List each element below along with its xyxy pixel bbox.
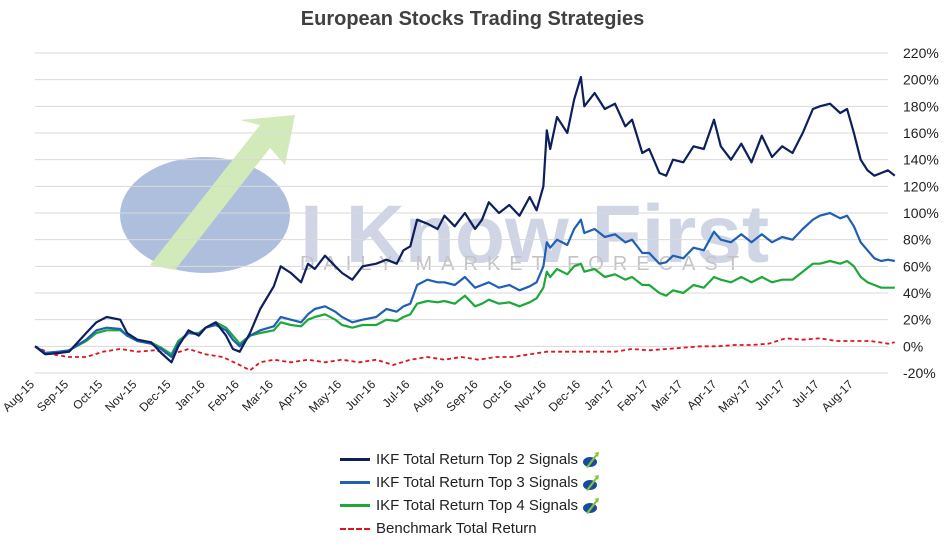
legend-item: Benchmark Total Return: [340, 517, 600, 540]
ikf-logo-icon: [583, 497, 600, 514]
x-tick-label: Dec-15: [136, 377, 173, 414]
legend-label: IKF Total Return Top 2 Signals: [376, 451, 579, 468]
x-tick-label: Jul-17: [789, 377, 822, 410]
x-tick-label: Nov-15: [102, 377, 139, 414]
y-tick-label: 180%: [903, 98, 939, 114]
y-tick-label: 20%: [903, 312, 931, 328]
x-tick-label: Jan-16: [172, 377, 208, 413]
y-tick-label: 220%: [903, 45, 939, 61]
legend-label: IKF Total Return Top 4 Signals: [376, 497, 579, 514]
x-tick-label: Sep-15: [34, 377, 71, 414]
legend-label: IKF Total Return Top 3 Signals: [376, 474, 579, 491]
ikf-logo-icon: [583, 474, 600, 491]
y-tick-label: 160%: [903, 125, 939, 141]
legend-item: IKF Total Return Top 4 Signals: [340, 494, 600, 517]
x-tick-label: Sep-16: [443, 377, 480, 414]
x-tick-label: Apr-17: [684, 377, 720, 413]
x-tick-label: Nov-16: [512, 377, 549, 414]
y-tick-label: 40%: [903, 285, 931, 301]
x-tick-label: Mar-17: [649, 377, 686, 414]
y-tick-label: 80%: [903, 232, 931, 248]
x-tick-label: Feb-17: [614, 377, 651, 414]
chart-legend: IKF Total Return Top 2 Signals IKF Total …: [340, 448, 600, 540]
x-tick-label: Jul-16: [379, 377, 412, 410]
y-tick-label: 140%: [903, 152, 939, 168]
x-tick-label: Feb-16: [205, 377, 242, 414]
legend-swatch: [340, 458, 370, 461]
x-tick-label: Apr-16: [275, 377, 311, 413]
x-tick-label: Dec-16: [546, 377, 583, 414]
y-tick-label: 0%: [903, 338, 923, 354]
x-tick-label: Aug-16: [409, 377, 446, 414]
legend-item: IKF Total Return Top 2 Signals: [340, 448, 600, 471]
x-tick-label: Jun-17: [752, 377, 788, 413]
x-tick-label: Oct-16: [479, 377, 515, 413]
x-tick-label: Aug-17: [819, 377, 856, 414]
legend-swatch: [340, 481, 370, 484]
series-line: [34, 337, 895, 372]
series-line: [34, 75, 896, 364]
watermark-arrow-icon: [150, 115, 295, 270]
ikf-logo-icon: [583, 451, 600, 468]
x-tick-label: Jun-16: [342, 377, 378, 413]
y-tick-label: 100%: [903, 205, 939, 221]
x-tick-label: May-16: [306, 377, 344, 415]
y-tick-label: 120%: [903, 178, 939, 194]
x-tick-label: Aug-15: [0, 377, 37, 414]
x-tick-label: May-17: [715, 377, 753, 415]
y-tick-label: 60%: [903, 258, 931, 274]
chart-title: European Stocks Trading Strategies: [300, 8, 645, 30]
legend-item: IKF Total Return Top 3 Signals: [340, 471, 600, 494]
legend-label: Benchmark Total Return: [376, 520, 537, 537]
line-chart: I Know First DAILY MARKET FORECAST -20% 0…: [0, 45, 939, 415]
y-tick-label: -20%: [903, 365, 936, 381]
x-tick-label: Oct-15: [70, 377, 106, 413]
x-tick-label: Jan-17: [581, 377, 617, 413]
watermark-tagline-text: DAILY MARKET FORECAST: [300, 253, 748, 275]
watermark-logo: I Know First DAILY MARKET FORECAST: [120, 115, 769, 280]
x-tick-label: Mar-16: [239, 377, 276, 414]
legend-swatch: [340, 527, 370, 530]
legend-swatch: [340, 504, 370, 507]
y-tick-label: 200%: [903, 72, 939, 88]
